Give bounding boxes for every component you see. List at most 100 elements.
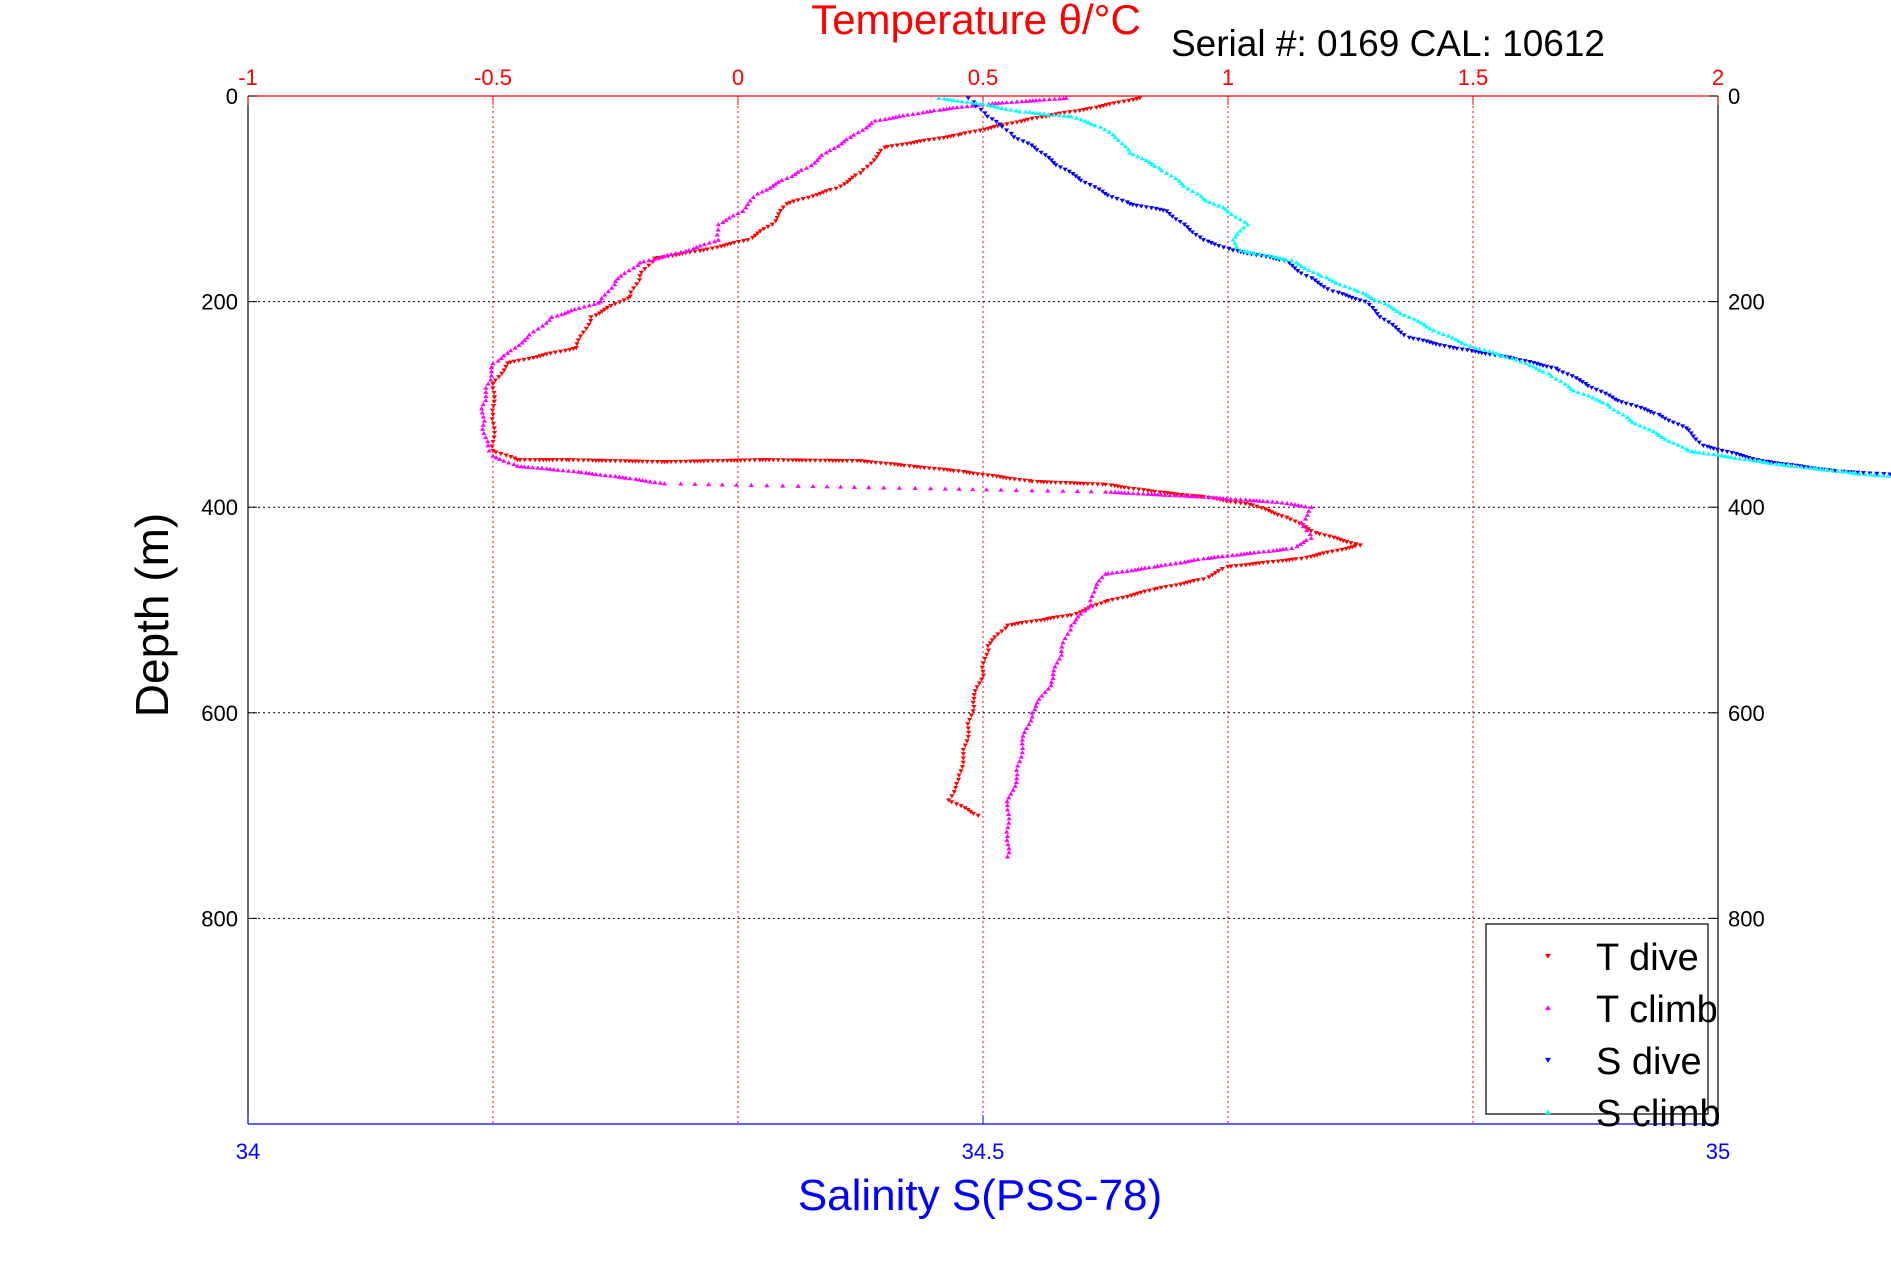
data-point (697, 243, 703, 248)
data-point (1509, 355, 1515, 360)
data-point (733, 482, 740, 487)
data-point (984, 652, 990, 657)
data-point (807, 458, 813, 463)
data-point (1046, 155, 1052, 161)
data-point (1124, 594, 1131, 599)
data-point (1251, 251, 1258, 256)
data-point (1195, 556, 1201, 562)
data-point (1237, 247, 1243, 253)
data-point (1195, 578, 1201, 583)
data-point (1389, 322, 1396, 328)
data-point (1056, 96, 1063, 101)
data-point (550, 467, 557, 472)
data-point (644, 459, 650, 464)
data-point (580, 458, 587, 463)
data-point (639, 478, 646, 483)
data-point (646, 263, 652, 268)
data-point (1060, 488, 1066, 493)
data-point (1115, 596, 1121, 602)
data-point (651, 257, 657, 262)
data-point (1096, 578, 1102, 583)
data-point (827, 147, 833, 153)
data-point (1099, 575, 1105, 580)
data-point (609, 285, 615, 290)
data-point (1570, 388, 1577, 393)
data-point (1449, 335, 1456, 340)
data-point (1109, 570, 1115, 575)
data-point (1006, 795, 1012, 800)
data-point (1205, 555, 1211, 560)
data-point (1247, 497, 1253, 502)
data-point (964, 739, 970, 744)
data-point (1060, 640, 1066, 645)
data-point (886, 116, 892, 121)
data-point (1189, 230, 1195, 235)
data-point (1155, 492, 1161, 497)
data-point (954, 104, 960, 110)
data-point (936, 95, 942, 100)
data-point (921, 465, 927, 471)
data-point (841, 139, 847, 144)
data-point (1257, 498, 1263, 503)
data-point (1006, 846, 1012, 851)
data-point (1453, 336, 1459, 342)
data-point (986, 102, 992, 107)
data-point (965, 726, 971, 731)
data-point (1397, 310, 1403, 315)
data-point (607, 459, 613, 464)
data-point (743, 205, 749, 210)
data-point (989, 117, 995, 122)
data-point (973, 100, 980, 105)
data-point (1334, 548, 1341, 553)
data-point (826, 458, 832, 463)
data-point (1298, 503, 1305, 508)
data-point (1008, 107, 1014, 112)
data-point (1238, 501, 1244, 506)
data-point (894, 143, 900, 148)
data-point (1482, 347, 1488, 352)
data-point (1013, 108, 1019, 113)
data-point (492, 378, 498, 383)
data-point (491, 435, 497, 440)
data-point (483, 389, 489, 394)
data-point (505, 350, 511, 355)
data-point (780, 205, 786, 210)
series-t-climb (479, 95, 1314, 859)
data-point (535, 326, 541, 331)
data-point (1085, 482, 1091, 487)
data-point (960, 752, 966, 757)
data-point (1292, 519, 1298, 524)
data-point (833, 186, 839, 191)
data-point (1374, 312, 1380, 317)
data-point (1078, 178, 1084, 183)
data-point (931, 466, 937, 471)
data-point (752, 458, 758, 463)
data-point (1195, 494, 1201, 499)
data-point (1313, 531, 1319, 536)
data-point (1067, 627, 1074, 632)
data-point (1072, 109, 1078, 114)
data-point (1284, 515, 1290, 520)
data-point (625, 296, 631, 301)
data-point (1302, 265, 1308, 271)
data-point (1270, 254, 1277, 259)
data-point (1219, 553, 1226, 559)
data-point (960, 747, 966, 752)
data-point (1820, 467, 1826, 472)
data-point (972, 689, 978, 694)
data-point (1058, 648, 1064, 653)
data-point (565, 309, 571, 314)
data-point (1824, 467, 1831, 472)
data-point (1224, 553, 1231, 558)
data-point (668, 459, 674, 465)
data-point (483, 393, 489, 398)
data-point (518, 464, 524, 469)
data-point (921, 138, 927, 143)
data-point (1315, 280, 1321, 285)
data-point (1719, 448, 1725, 453)
data-point (999, 100, 1005, 105)
data-point (1004, 802, 1011, 808)
data-point (480, 422, 486, 427)
data-point (1020, 733, 1026, 738)
